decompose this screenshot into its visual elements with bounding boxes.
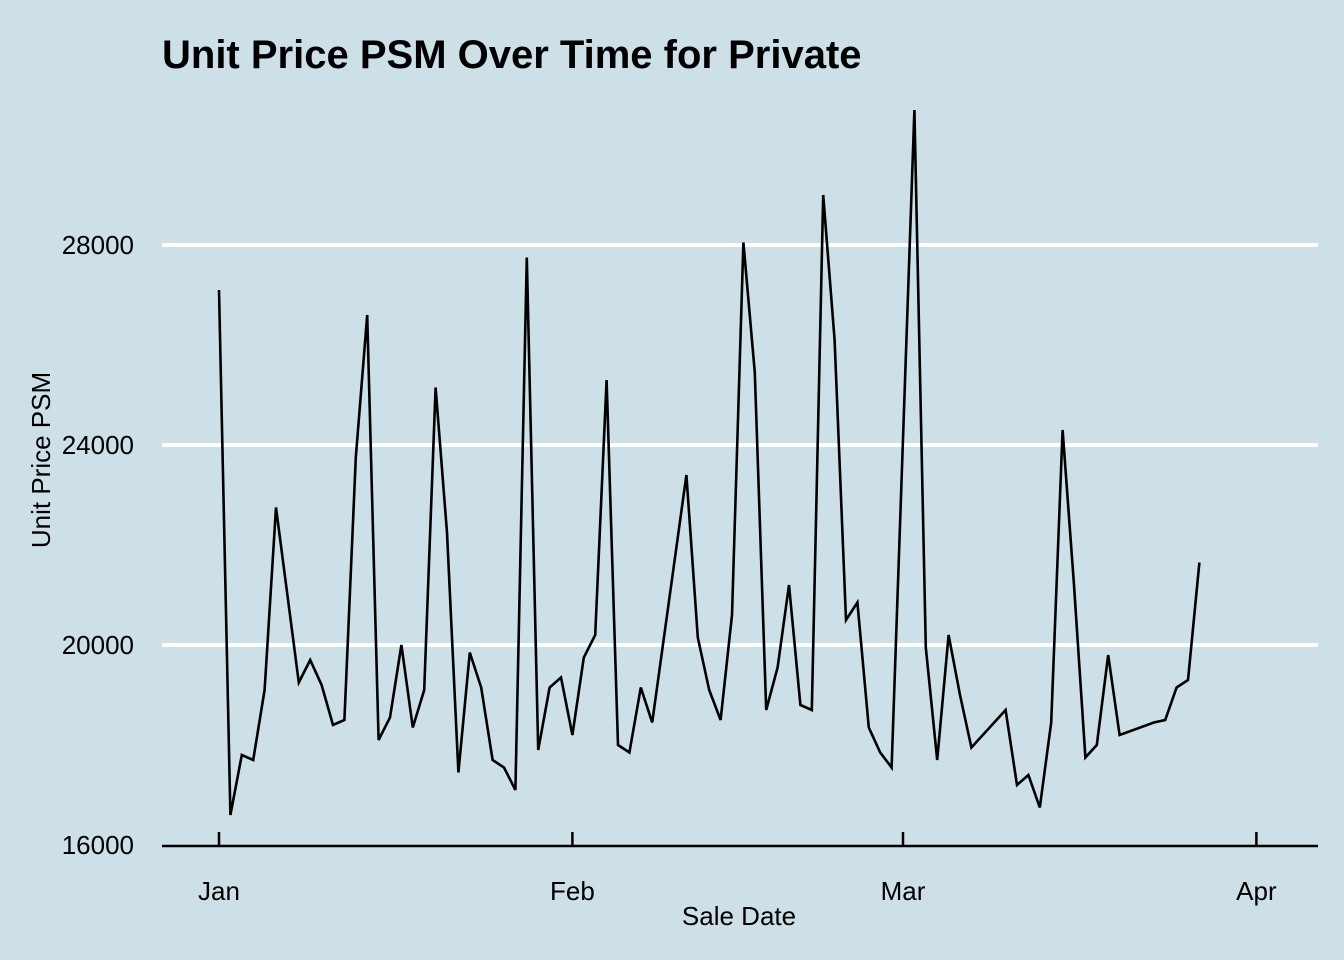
chart-title: Unit Price PSM Over Time for Private bbox=[162, 33, 862, 77]
y-tick-label-24000: 24000 bbox=[62, 430, 134, 460]
series-line-0 bbox=[217, 109, 1201, 816]
y-tick-label-28000: 28000 bbox=[62, 230, 134, 260]
gridlines bbox=[162, 243, 1318, 647]
x-axis: Jan Feb Mar Apr bbox=[162, 832, 1318, 906]
y-axis: 16000 20000 24000 28000 bbox=[62, 230, 134, 860]
y-tick-label-16000: 16000 bbox=[62, 830, 134, 860]
x-tick-label-apr: Apr bbox=[1236, 876, 1277, 906]
x-axis-title: Sale Date bbox=[682, 901, 796, 931]
x-tick-label-feb: Feb bbox=[550, 876, 595, 906]
x-tick-label-jan: Jan bbox=[198, 876, 240, 906]
y-tick-label-20000: 20000 bbox=[62, 630, 134, 660]
y-axis-title: Unit Price PSM bbox=[26, 372, 56, 548]
series-group bbox=[217, 109, 1201, 816]
x-tick-label-mar: Mar bbox=[881, 876, 926, 906]
